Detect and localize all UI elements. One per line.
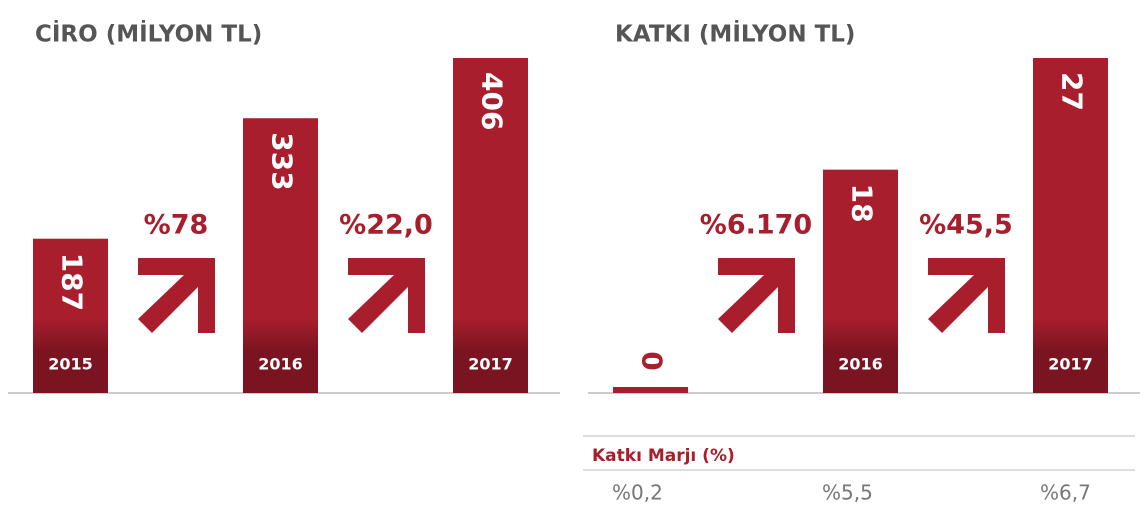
growth-arrow [138,258,215,333]
bar-band [33,318,108,393]
value-label: 27 [1056,72,1089,111]
x-tick-label: 2016 [838,355,883,374]
value-label: 406 [476,72,509,130]
bar-band [243,318,318,393]
bar-band [453,318,528,393]
table-title: Katkı Marjı (%) [592,446,735,466]
x-tick-label: 2015 [48,355,93,374]
table-value: %0,2 [612,481,663,505]
bar [613,387,688,393]
growth-label: %45,5 [919,210,1013,241]
chart-title: KATKI (MİLYON TL) [615,20,855,48]
x-tick-label: 2017 [468,355,513,374]
growth-arrow [348,258,425,333]
x-tick-label: 2017 [1048,355,1093,374]
value-label: 187 [56,253,89,311]
bar-band [1033,318,1108,393]
x-tick-label: 2016 [258,355,303,374]
growth-arrow [928,258,1005,333]
table-value: %5,5 [822,481,873,505]
bar-band [823,318,898,393]
growth-label: %22,0 [339,210,433,241]
chart-title: CİRO (MİLYON TL) [35,20,262,48]
value-label: 18 [846,184,879,223]
growth-label: %78 [144,210,209,241]
value-label: 0 [636,351,669,370]
growth-arrow [718,258,795,333]
growth-label: %6.170 [700,210,812,241]
value-label: 333 [266,132,299,190]
table-value: %6,7 [1040,481,1091,505]
